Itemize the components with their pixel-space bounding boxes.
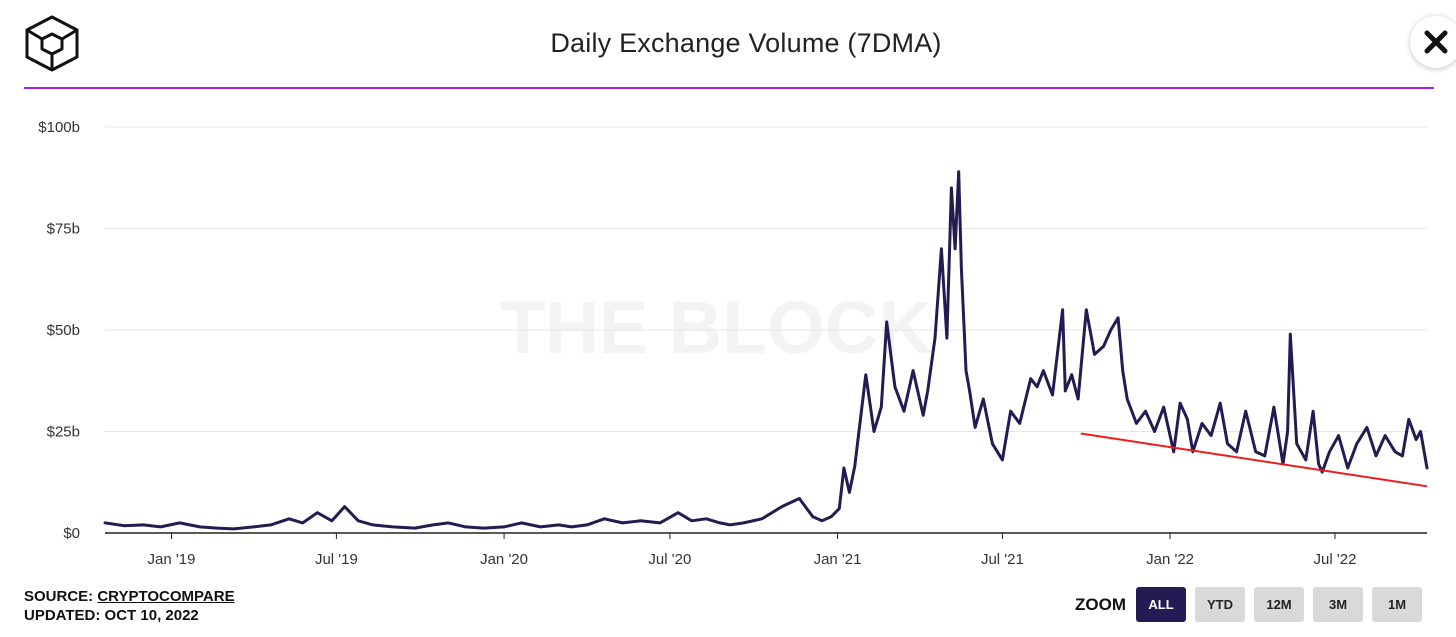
zoom-1m-button[interactable]: 1M bbox=[1372, 587, 1422, 622]
y-tick-label: $75b bbox=[47, 221, 80, 238]
zoom-ytd-button[interactable]: YTD bbox=[1195, 587, 1245, 622]
source-link[interactable]: CRYPTOCOMPARE bbox=[97, 588, 235, 605]
y-tick-label: $25b bbox=[47, 424, 80, 441]
source-block: SOURCE: CRYPTOCOMPARE UPDATED: OCT 10, 2… bbox=[24, 587, 235, 625]
source-label: SOURCE: bbox=[24, 588, 94, 605]
grid-lines bbox=[105, 126, 1427, 534]
series-line bbox=[103, 170, 1429, 531]
y-tick-label: $50b bbox=[47, 322, 80, 339]
y-tick-label: $100b bbox=[38, 119, 80, 136]
zoom-12m-button[interactable]: 12M bbox=[1254, 587, 1304, 622]
zoom-3m-button[interactable]: 3M bbox=[1313, 587, 1363, 622]
title-divider bbox=[24, 87, 1434, 89]
page-title: Daily Exchange Volume (7DMA) bbox=[550, 28, 942, 58]
zoom-controls: ZOOM ALL YTD 12M 3M 1M bbox=[1075, 587, 1422, 622]
watermark-text: THE BLOCK bbox=[500, 286, 932, 369]
zoom-label: ZOOM bbox=[1075, 594, 1126, 614]
x-tick-label: Jan '19 bbox=[148, 551, 196, 568]
y-tick-label: $0 bbox=[63, 525, 80, 542]
zoom-all-button[interactable]: ALL bbox=[1136, 587, 1186, 622]
x-tick-label: Jan '22 bbox=[1146, 551, 1194, 568]
x-tick-label: Jul '22 bbox=[1314, 551, 1357, 568]
chart: THE BLOCK $0 $25b $50b $75b $100b Jan '19 Jul… bbox=[38, 119, 1429, 568]
close-button[interactable] bbox=[1410, 16, 1456, 68]
close-icon bbox=[1424, 30, 1448, 54]
x-tick-label: Jul '19 bbox=[315, 551, 358, 568]
x-tick-label: Jan '20 bbox=[480, 551, 528, 568]
x-tick-label: Jul '20 bbox=[648, 551, 691, 568]
x-tick-label: Jul '21 bbox=[981, 551, 1024, 568]
trendline bbox=[1080, 432, 1428, 488]
cube-logo-icon bbox=[24, 14, 80, 72]
x-axis: Jan '19 Jul '19 Jan '20 Jul '20 Jan '21 Jul '… bbox=[148, 533, 1357, 568]
x-tick-label: Jan '21 bbox=[814, 551, 862, 568]
y-axis: $0 $25b $50b $75b $100b bbox=[38, 119, 80, 542]
updated-date: UPDATED: OCT 10, 2022 bbox=[24, 607, 199, 624]
